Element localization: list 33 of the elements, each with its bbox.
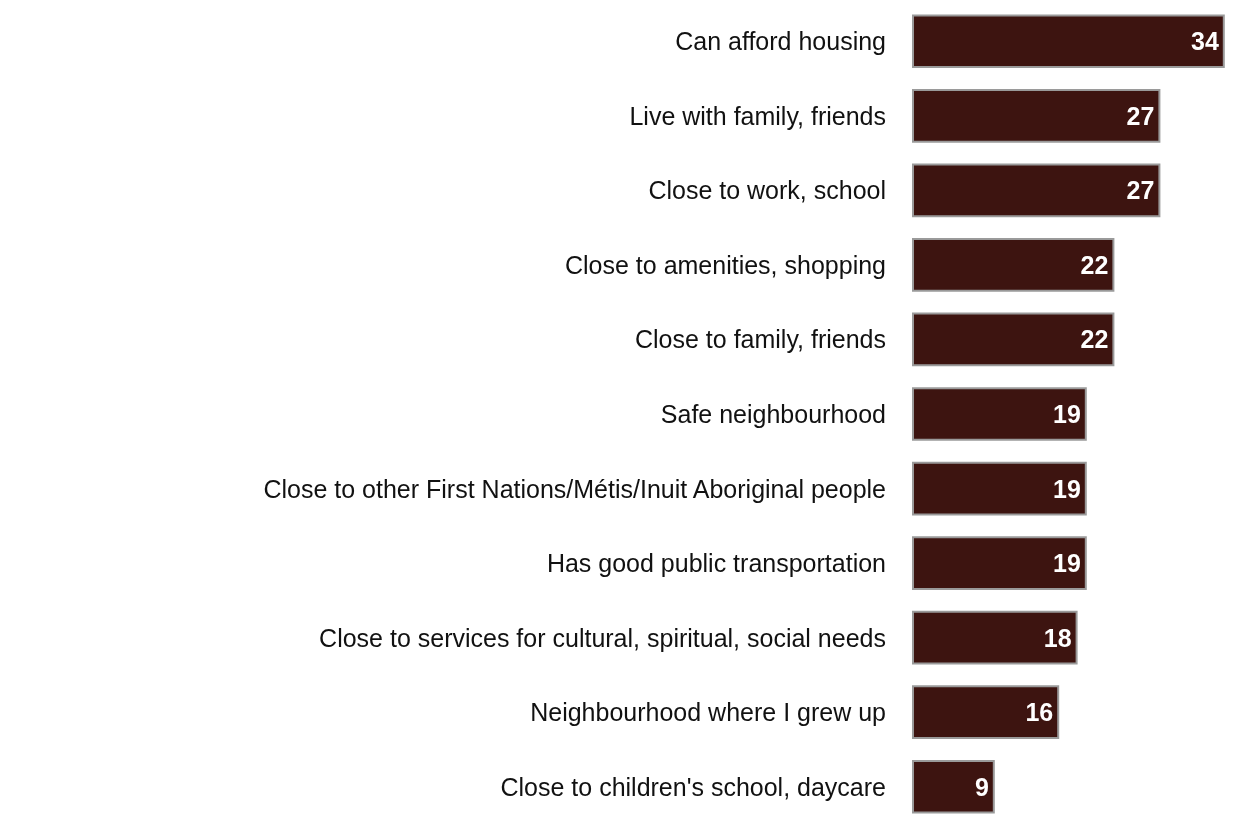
data-label: 27: [1126, 176, 1155, 205]
y-tick-label: Close to family, friends: [634, 325, 886, 354]
bar: [912, 88, 1161, 143]
bar: [912, 461, 1087, 516]
data-label: 9: [974, 772, 989, 801]
bar: [912, 14, 1225, 69]
y-tick-label: Close to children's school, daycare: [500, 772, 886, 801]
data-label: 19: [1052, 549, 1081, 578]
bar: [912, 610, 1078, 665]
y-tick-label: Close to work, school: [648, 176, 886, 205]
data-label: 22: [1080, 325, 1109, 354]
bar: [912, 312, 1115, 367]
y-tick-label: Neighbourhood where I grew up: [530, 698, 886, 727]
bar: [912, 685, 1060, 740]
y-tick-label: Close to amenities, shopping: [564, 250, 886, 279]
data-label: 19: [1052, 400, 1081, 428]
y-tick-label: Close to other First Nations/Métis/Inuit Aboriginal people: [263, 474, 886, 503]
data-label: 34: [1190, 27, 1219, 56]
y-tick-label: Close to services for cultural, spiritual, social needs: [319, 623, 886, 652]
data-label: 16: [1025, 698, 1054, 727]
data-label: 19: [1052, 474, 1081, 503]
data-label: 22: [1080, 250, 1109, 279]
y-tick-label: Can afford housing: [675, 27, 886, 56]
bar: [912, 238, 1115, 292]
bar: [912, 387, 1087, 441]
bar: [912, 759, 995, 814]
y-tick-label: Has good public transportation: [546, 549, 886, 578]
bar: [912, 536, 1087, 590]
y-tick-label: Safe neighbourhood: [660, 400, 886, 428]
data-label: 27: [1126, 101, 1155, 130]
data-label: 18: [1043, 623, 1072, 652]
y-tick-label: Live with family, friends: [629, 101, 886, 130]
bar: [912, 163, 1161, 218]
